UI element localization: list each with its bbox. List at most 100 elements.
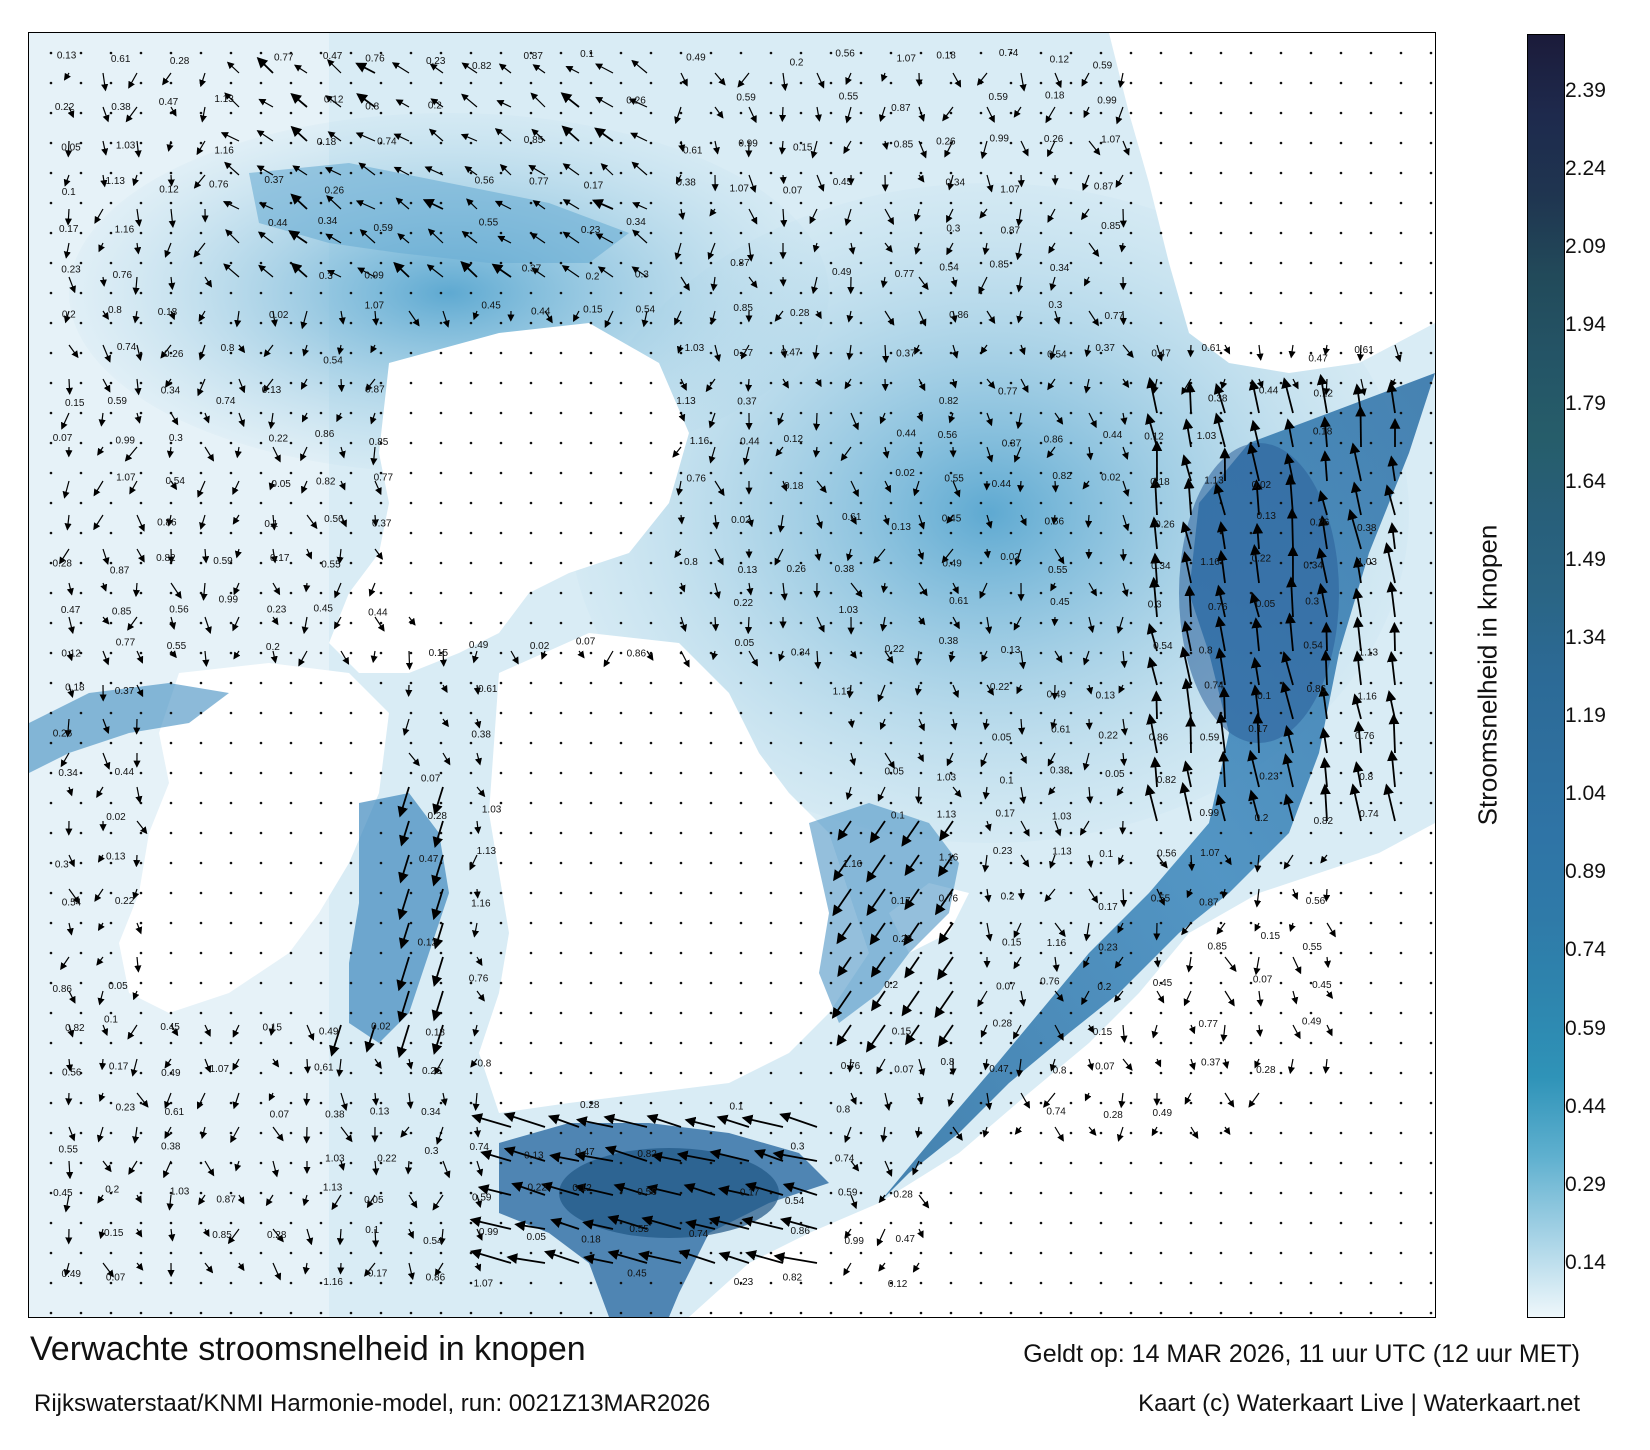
grid-dot bbox=[529, 621, 533, 625]
grid-dot bbox=[1219, 1221, 1223, 1225]
map-frame[interactable]: 0.13 0.22 0.05 0.1 0.17 0.23 0.2 0.15 0.07 0.28 0.… bbox=[28, 32, 1436, 1318]
grid-dot bbox=[559, 261, 563, 265]
grid-dot bbox=[1189, 831, 1193, 835]
grid-dot bbox=[469, 1281, 473, 1285]
grid-dot bbox=[559, 381, 563, 385]
current-arrow bbox=[238, 378, 246, 394]
grid-dot bbox=[1429, 1131, 1433, 1135]
grid-dot bbox=[529, 801, 533, 805]
grid-dot bbox=[1249, 1011, 1253, 1015]
current-arrow bbox=[427, 228, 444, 244]
grid-dot bbox=[1039, 1131, 1043, 1135]
speed-label: 0.15 bbox=[1261, 931, 1281, 942]
grid-dot bbox=[1039, 711, 1043, 715]
grid-dot bbox=[79, 411, 83, 415]
grid-dot bbox=[619, 1071, 623, 1075]
current-arrow bbox=[1215, 647, 1227, 686]
current-arrow bbox=[1088, 1126, 1097, 1136]
speed-label: 0.61 bbox=[842, 512, 862, 523]
grid-dot bbox=[229, 1041, 233, 1045]
speed-label: 0.87 bbox=[523, 51, 543, 62]
grid-dot bbox=[1309, 1251, 1313, 1255]
grid-dot bbox=[529, 351, 533, 355]
current-arrow bbox=[565, 65, 580, 74]
grid-dot bbox=[859, 81, 863, 85]
current-arrow bbox=[199, 106, 207, 123]
grid-dot bbox=[679, 201, 683, 205]
current-arrow bbox=[475, 956, 483, 967]
grid-dot bbox=[799, 591, 803, 595]
grid-dot bbox=[1039, 651, 1043, 655]
speed-label: 0.1 bbox=[891, 810, 905, 821]
current-arrow bbox=[1086, 446, 1094, 461]
speed-label: 0.34 bbox=[318, 216, 338, 227]
grid-dot bbox=[319, 1101, 323, 1105]
grid-dot bbox=[1249, 51, 1253, 55]
grid-dot bbox=[79, 741, 83, 745]
current-arrow bbox=[1183, 990, 1192, 1007]
current-arrow bbox=[408, 616, 416, 626]
current-arrow bbox=[1213, 382, 1226, 414]
grid-dot bbox=[1279, 1221, 1283, 1225]
speed-label: 0.3 bbox=[425, 1146, 439, 1157]
grid-dot bbox=[739, 171, 743, 175]
current-arrow bbox=[680, 650, 690, 668]
grid-dot bbox=[199, 651, 203, 655]
current-arrow bbox=[430, 98, 444, 108]
grid-dot bbox=[1429, 411, 1433, 415]
speed-label: 0.37 bbox=[1002, 439, 1022, 450]
grid-dot bbox=[1189, 171, 1193, 175]
grid-dot bbox=[829, 831, 833, 835]
grid-dot bbox=[79, 81, 83, 85]
grid-dot bbox=[949, 681, 953, 685]
grid-dot bbox=[169, 1101, 173, 1105]
grid-dot bbox=[889, 171, 893, 175]
current-arrow bbox=[1255, 1024, 1264, 1037]
grid-dot bbox=[1249, 471, 1253, 475]
grid-dot bbox=[1189, 771, 1193, 775]
grid-dot bbox=[1309, 921, 1313, 925]
current-arrow bbox=[712, 140, 720, 155]
current-arrow bbox=[234, 548, 242, 559]
current-arrow bbox=[979, 582, 988, 599]
grid-dot bbox=[1099, 81, 1103, 85]
grid-dot bbox=[1429, 801, 1433, 805]
current-arrow bbox=[169, 106, 177, 117]
current-arrow bbox=[846, 344, 854, 361]
current-arrow bbox=[270, 514, 278, 531]
grid-dot bbox=[889, 111, 893, 115]
grid-dot bbox=[829, 651, 833, 655]
current-arrow bbox=[1054, 412, 1064, 425]
current-arrow bbox=[780, 582, 788, 601]
grid-dot bbox=[799, 801, 803, 805]
speed-label: 1.03 bbox=[116, 140, 136, 151]
grid-dot bbox=[289, 1041, 293, 1045]
grid-dot bbox=[1249, 1071, 1253, 1075]
grid-dot bbox=[1369, 291, 1373, 295]
current-arrow bbox=[562, 163, 580, 176]
grid-dot bbox=[1069, 1191, 1073, 1195]
grid-dot bbox=[619, 51, 623, 55]
current-arrow bbox=[359, 229, 376, 244]
grid-dot bbox=[1129, 141, 1133, 145]
current-arrow bbox=[812, 412, 821, 431]
grid-dot bbox=[49, 171, 53, 175]
grid-dot bbox=[679, 711, 683, 715]
grid-dot bbox=[229, 741, 233, 745]
grid-dot bbox=[409, 1161, 413, 1165]
current-arrow bbox=[946, 208, 954, 223]
current-arrow bbox=[306, 1024, 315, 1041]
grid-dot bbox=[1159, 801, 1163, 805]
current-arrow bbox=[96, 786, 104, 799]
grid-dot bbox=[1249, 501, 1253, 505]
grid-dot bbox=[109, 1041, 113, 1045]
current-arrow bbox=[903, 922, 920, 946]
grid-dot bbox=[679, 51, 683, 55]
grid-dot bbox=[739, 801, 743, 805]
current-arrow bbox=[809, 208, 818, 225]
grid-dot bbox=[709, 1161, 713, 1165]
grid-dot bbox=[439, 141, 443, 145]
grid-dot bbox=[769, 561, 773, 565]
grid-dot bbox=[229, 681, 233, 685]
grid-dot bbox=[49, 771, 53, 775]
